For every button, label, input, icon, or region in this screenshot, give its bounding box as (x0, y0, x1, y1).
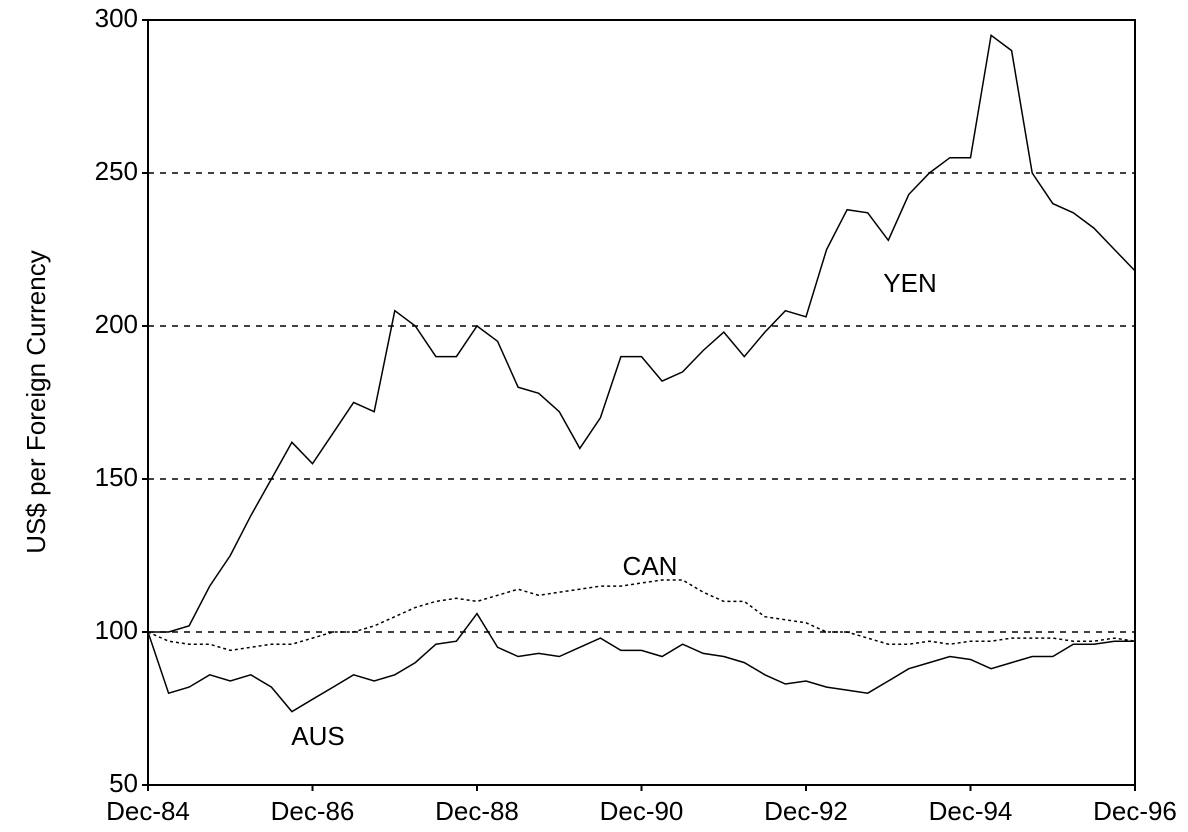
y-tick-label: 50 (109, 768, 138, 798)
series-label: CAN (623, 551, 678, 581)
series-line (148, 33, 1136, 633)
y-tick-label: 100 (95, 615, 138, 645)
series-line (147, 579, 1136, 652)
x-tick-label: Dec-84 (106, 796, 190, 826)
plot-frame (147, 19, 1136, 786)
x-tick-label: Dec-90 (600, 796, 684, 826)
x-tick-label: Dec-86 (271, 796, 355, 826)
x-tick-label: Dec-92 (764, 796, 848, 826)
y-tick-label: 300 (95, 3, 138, 33)
series-line (147, 612, 1135, 713)
x-tick-label: Dec-88 (435, 796, 519, 826)
y-axis-label: US$ per Foreign Currency (21, 250, 51, 553)
y-tick-label: 150 (95, 462, 138, 492)
series-label: AUS (291, 721, 344, 751)
x-tick-label: Dec-94 (929, 796, 1013, 826)
x-tick-label: Dec-96 (1093, 796, 1177, 826)
y-tick-label: 250 (95, 156, 138, 186)
series-label: YEN (883, 268, 936, 298)
y-tick-label: 200 (95, 309, 138, 339)
